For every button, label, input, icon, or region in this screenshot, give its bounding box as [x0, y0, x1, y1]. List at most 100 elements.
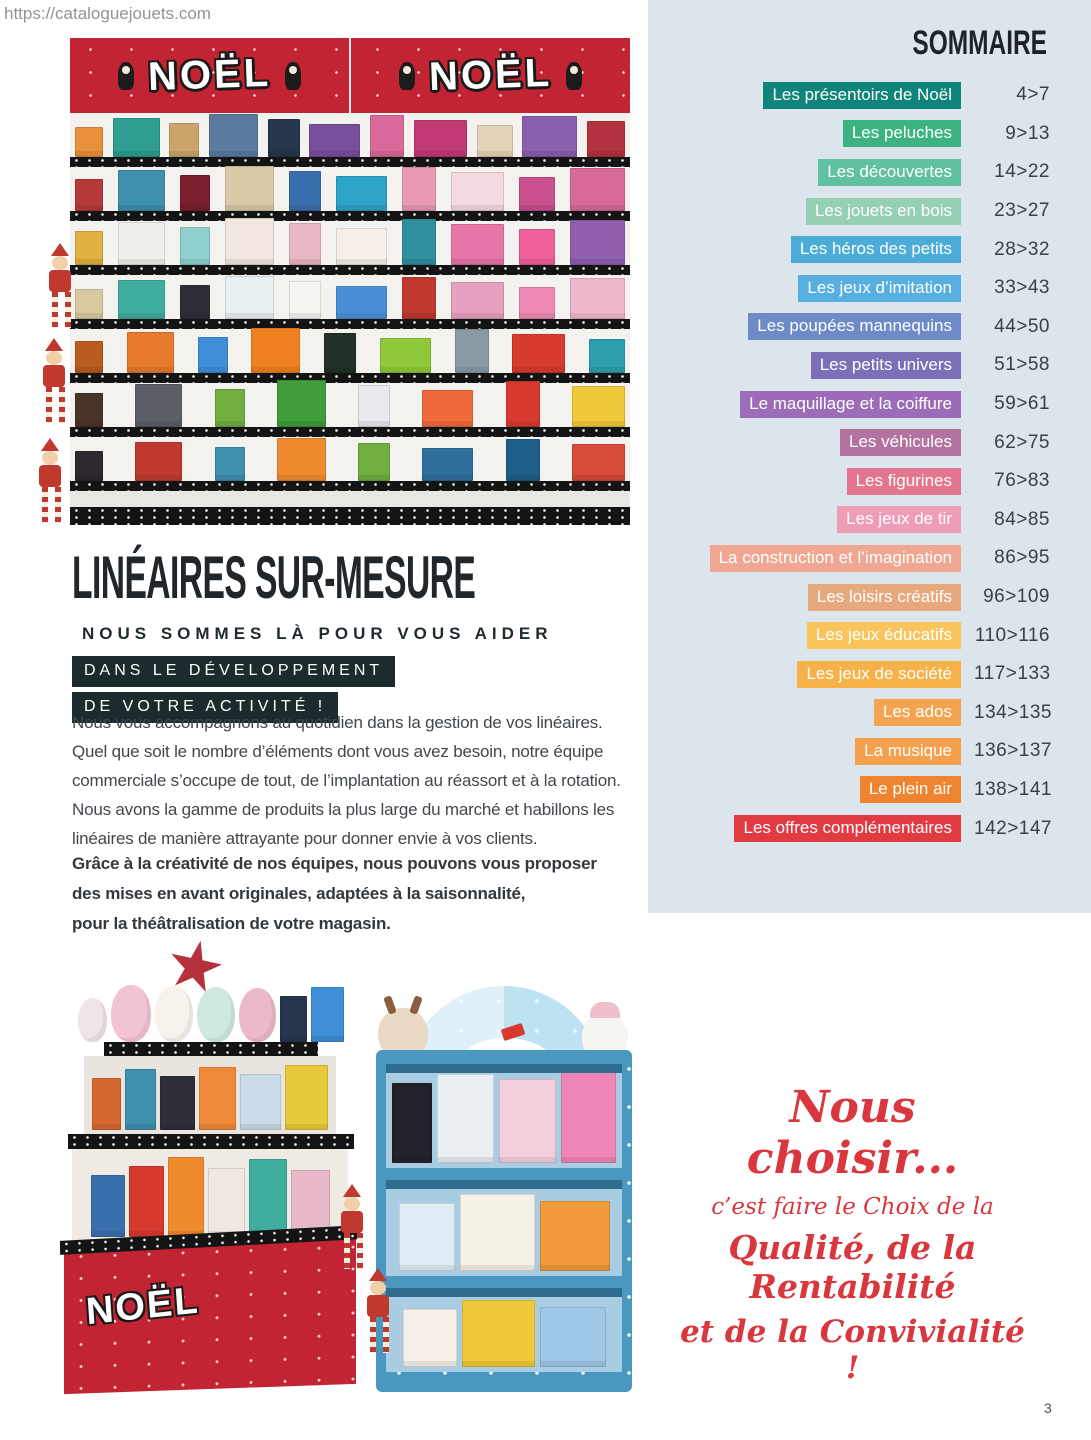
- toc-item-pages: 84>85: [994, 508, 1050, 530]
- headline-section: LINÉAIRES SUR-MESURE NOUS SOMMES LÀ POUR…: [72, 548, 632, 723]
- toy-box: [75, 451, 103, 481]
- toc-item-label[interactable]: Les jouets en bois: [805, 197, 961, 225]
- toy-box: [284, 1065, 328, 1130]
- toy-box: [505, 439, 540, 481]
- toc-item-label[interactable]: Les petits univers: [810, 351, 961, 379]
- toc-row: Les jeux d’imitation 33>43: [648, 269, 1091, 308]
- slogan-line-4: et de la Convivialité !: [680, 1314, 1025, 1386]
- toc-item-pages: 96>109: [983, 586, 1050, 608]
- toy-box: [207, 1168, 245, 1237]
- toc-item-label[interactable]: Les offres complémentaires: [734, 815, 961, 843]
- toc-item-pages: 23>27: [994, 200, 1050, 222]
- toy-box: [160, 1076, 196, 1130]
- toc-item-label[interactable]: La musique: [855, 737, 961, 765]
- toc-item-pages: 136>137: [974, 740, 1052, 762]
- sommaire-panel: SOMMAIRE Les présentoirs de Noël 4>7 Les p…: [648, 0, 1091, 913]
- toc-item-label[interactable]: Le maquillage et la coiffure: [740, 390, 961, 418]
- toc-item-label[interactable]: Les héros des petits: [790, 236, 961, 264]
- toy-box: [75, 289, 103, 319]
- toy-box: [75, 231, 103, 265]
- slogan-line-2: c’est faire le Choix de la: [711, 1194, 994, 1220]
- elf-icon: [566, 61, 583, 90]
- slogan-text: Nous choisir... c’est faire le Choix de …: [680, 1082, 1025, 1386]
- toy-box: [413, 120, 467, 157]
- toc-row: Les véhicules 62>75: [648, 423, 1091, 462]
- toc-item-label[interactable]: Les véhicules: [839, 429, 961, 457]
- toc-item-pages: 62>75: [994, 431, 1050, 453]
- elf-icon: [117, 61, 134, 90]
- noel-banner-text: NOËL: [147, 50, 272, 100]
- toc-row: Les présentoirs de Noël 4>7: [648, 76, 1091, 115]
- toc-row: Le plein air 138>141: [648, 771, 1091, 810]
- toy-box: [124, 1069, 157, 1130]
- elf-figure: [340, 1184, 370, 1269]
- toc-item-label[interactable]: Les présentoirs de Noël: [763, 81, 961, 109]
- elf-figure: [366, 1268, 396, 1353]
- toc-item-label[interactable]: Le plein air: [859, 776, 961, 804]
- toc-item-label[interactable]: Les ados: [874, 699, 961, 727]
- toy-box: [75, 179, 103, 211]
- intro-paragraph: Nous vous accompagnons au quotidien dans…: [72, 713, 621, 848]
- toc-item-label[interactable]: Les jeux d’imitation: [798, 274, 961, 302]
- toy-box: [522, 116, 578, 157]
- highlight-line-2: DE VOTRE ACTIVITÉ !: [72, 692, 339, 723]
- toy-box: [539, 1201, 610, 1271]
- shelf-row: [70, 437, 630, 491]
- highlight-line-1: DANS LE DÉVELOPPEMENT: [72, 656, 396, 687]
- plush-toy: [239, 988, 277, 1042]
- toy-box: [214, 389, 245, 427]
- toy-box: [90, 1175, 125, 1237]
- toy-box: [289, 171, 321, 211]
- elf-figure: [48, 243, 78, 328]
- toc-item-label[interactable]: Les découvertes: [818, 158, 961, 186]
- toc-item-label[interactable]: Les figurines: [846, 467, 961, 495]
- toc-item-pages: 4>7: [1016, 84, 1050, 106]
- toc-item-label[interactable]: Les jeux de tir: [837, 506, 961, 534]
- cabinet-shelf-1: [386, 1064, 622, 1168]
- toc-row: Le maquillage et la coiffure 59>61: [648, 385, 1091, 424]
- shelf-display-photo: NOËL NOËL: [39, 38, 630, 525]
- toy-box: [197, 337, 228, 373]
- shelf-strip: [70, 319, 630, 329]
- toc-item-label[interactable]: Les jeux de société: [797, 660, 961, 688]
- toy-box: [118, 280, 165, 319]
- toc-item-pages: 33>43: [994, 277, 1050, 299]
- toy-box: [402, 219, 436, 265]
- shelf-strip: [70, 265, 630, 275]
- toc-item-label[interactable]: Les loisirs créatifs: [807, 583, 961, 611]
- toc-row: Les jeux de société 117>133: [648, 655, 1091, 694]
- toy-box: [128, 1166, 164, 1237]
- toy-box: [499, 1079, 556, 1163]
- toy-box: [519, 287, 555, 319]
- shelf-strip: [70, 157, 630, 167]
- section-subtitle: NOUS SOMMES LÀ POUR VOUS AIDER: [82, 624, 553, 643]
- toc-item-label[interactable]: Les poupées mannequins: [748, 313, 961, 341]
- shelf-row: [70, 275, 630, 329]
- toy-box: [560, 1070, 617, 1163]
- noel-banner-left: NOËL: [70, 38, 349, 113]
- toc-row: Les offres complémentaires 142>147: [648, 809, 1091, 848]
- toy-box: [571, 386, 625, 427]
- toy-box: [199, 1067, 237, 1130]
- plush-tier: [78, 982, 344, 1042]
- toc-item-pages: 14>22: [994, 161, 1050, 183]
- toc-item-label[interactable]: Les peluches: [842, 120, 961, 148]
- toy-box: [370, 115, 405, 157]
- toy-box: [398, 1203, 455, 1271]
- toc-item-label[interactable]: La construction et l’imagination: [709, 544, 961, 572]
- toy-box: [240, 1074, 281, 1130]
- toy-box: [336, 176, 387, 211]
- toc-item-label[interactable]: Les jeux éducatifs: [806, 622, 961, 650]
- toy-box: [436, 1074, 495, 1163]
- toy-box: [112, 118, 160, 157]
- toy-box: [461, 1300, 535, 1367]
- toy-box: [570, 168, 625, 211]
- toy-box: [214, 447, 245, 481]
- toy-box: [402, 167, 436, 211]
- toy-box: [451, 172, 504, 211]
- toy-box: [92, 1078, 121, 1130]
- middle-tier: [84, 1056, 336, 1134]
- toy-box: [225, 218, 274, 265]
- toy-box: [358, 443, 391, 481]
- toc-item-pages: 138>141: [974, 778, 1052, 800]
